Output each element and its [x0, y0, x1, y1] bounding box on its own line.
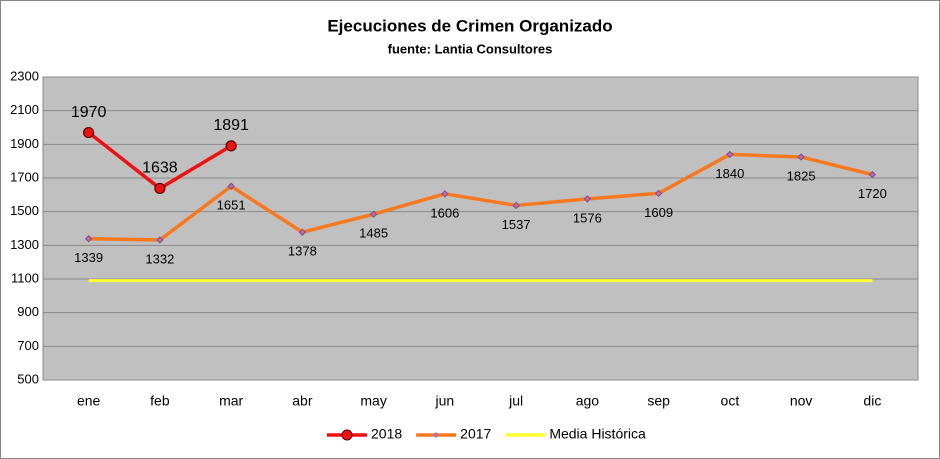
legend-marker	[433, 432, 440, 438]
y-tick-label: 1500	[10, 203, 39, 218]
data-label: 1576	[573, 210, 602, 225]
data-label: 1825	[787, 168, 816, 183]
data-label: 1537	[502, 217, 531, 232]
x-tick-label: ago	[576, 393, 600, 409]
legend-label: 2017	[460, 426, 491, 442]
y-tick-label: 1700	[10, 169, 39, 184]
data-label: 1606	[430, 205, 459, 220]
point-marker	[83, 126, 95, 139]
point-marker	[868, 170, 877, 179]
legend-label: 2018	[371, 426, 402, 442]
point-marker	[156, 236, 164, 244]
point-marker	[726, 150, 734, 159]
y-tick-label: 900	[17, 304, 39, 319]
x-tick-label: sep	[647, 393, 670, 409]
x-tick-label: jul	[508, 393, 523, 409]
x-tick-label: ene	[77, 393, 101, 409]
point-marker	[512, 201, 520, 210]
y-tick-label: 700	[17, 338, 39, 353]
x-tick-label: dic	[863, 393, 881, 409]
point-marker	[583, 195, 592, 203]
y-tick-label: 1300	[10, 237, 39, 252]
x-tick-label: feb	[150, 393, 170, 409]
point-marker	[654, 189, 663, 198]
series-line	[88, 152, 873, 242]
x-tick-label: oct	[721, 393, 740, 409]
data-label: 1332	[145, 251, 174, 266]
x-tick-label: jun	[435, 393, 455, 409]
plot-area	[42, 76, 919, 381]
data-label: 1720	[858, 186, 887, 201]
chart-subtitle: fuente: Lantia Consultores	[388, 41, 553, 56]
data-label: 1840	[715, 166, 744, 181]
data-label: 1339	[74, 250, 103, 265]
y-tick-label: 1100	[11, 270, 39, 285]
legend-marker	[341, 429, 353, 441]
point-marker	[84, 235, 93, 243]
point-marker	[225, 140, 237, 152]
point-marker	[441, 190, 449, 198]
point-marker	[154, 182, 166, 195]
point-marker	[298, 228, 307, 236]
x-tick-label: mar	[219, 393, 243, 409]
data-label: 1891	[213, 117, 249, 134]
data-label: 1609	[644, 205, 673, 220]
chart-title: Ejecuciones de Crimen Organizado	[327, 16, 612, 35]
x-tick-label: may	[360, 393, 386, 409]
point-marker	[227, 182, 235, 190]
y-tick-label: 2100	[10, 102, 39, 117]
data-label: 1970	[71, 104, 107, 121]
y-tick-label: 1900	[10, 136, 39, 151]
x-tick-label: abr	[292, 393, 313, 409]
legend-label: Media Histórica	[549, 426, 646, 442]
y-tick-label: 2300	[10, 68, 39, 83]
data-label: 1378	[288, 244, 317, 259]
point-marker	[797, 153, 805, 161]
data-label: 1485	[359, 226, 388, 241]
y-tick-label: 500	[17, 371, 39, 386]
x-tick-label: nov	[790, 393, 813, 409]
data-label: 1651	[217, 198, 246, 213]
point-marker	[369, 210, 378, 218]
data-label: 1638	[142, 160, 178, 177]
